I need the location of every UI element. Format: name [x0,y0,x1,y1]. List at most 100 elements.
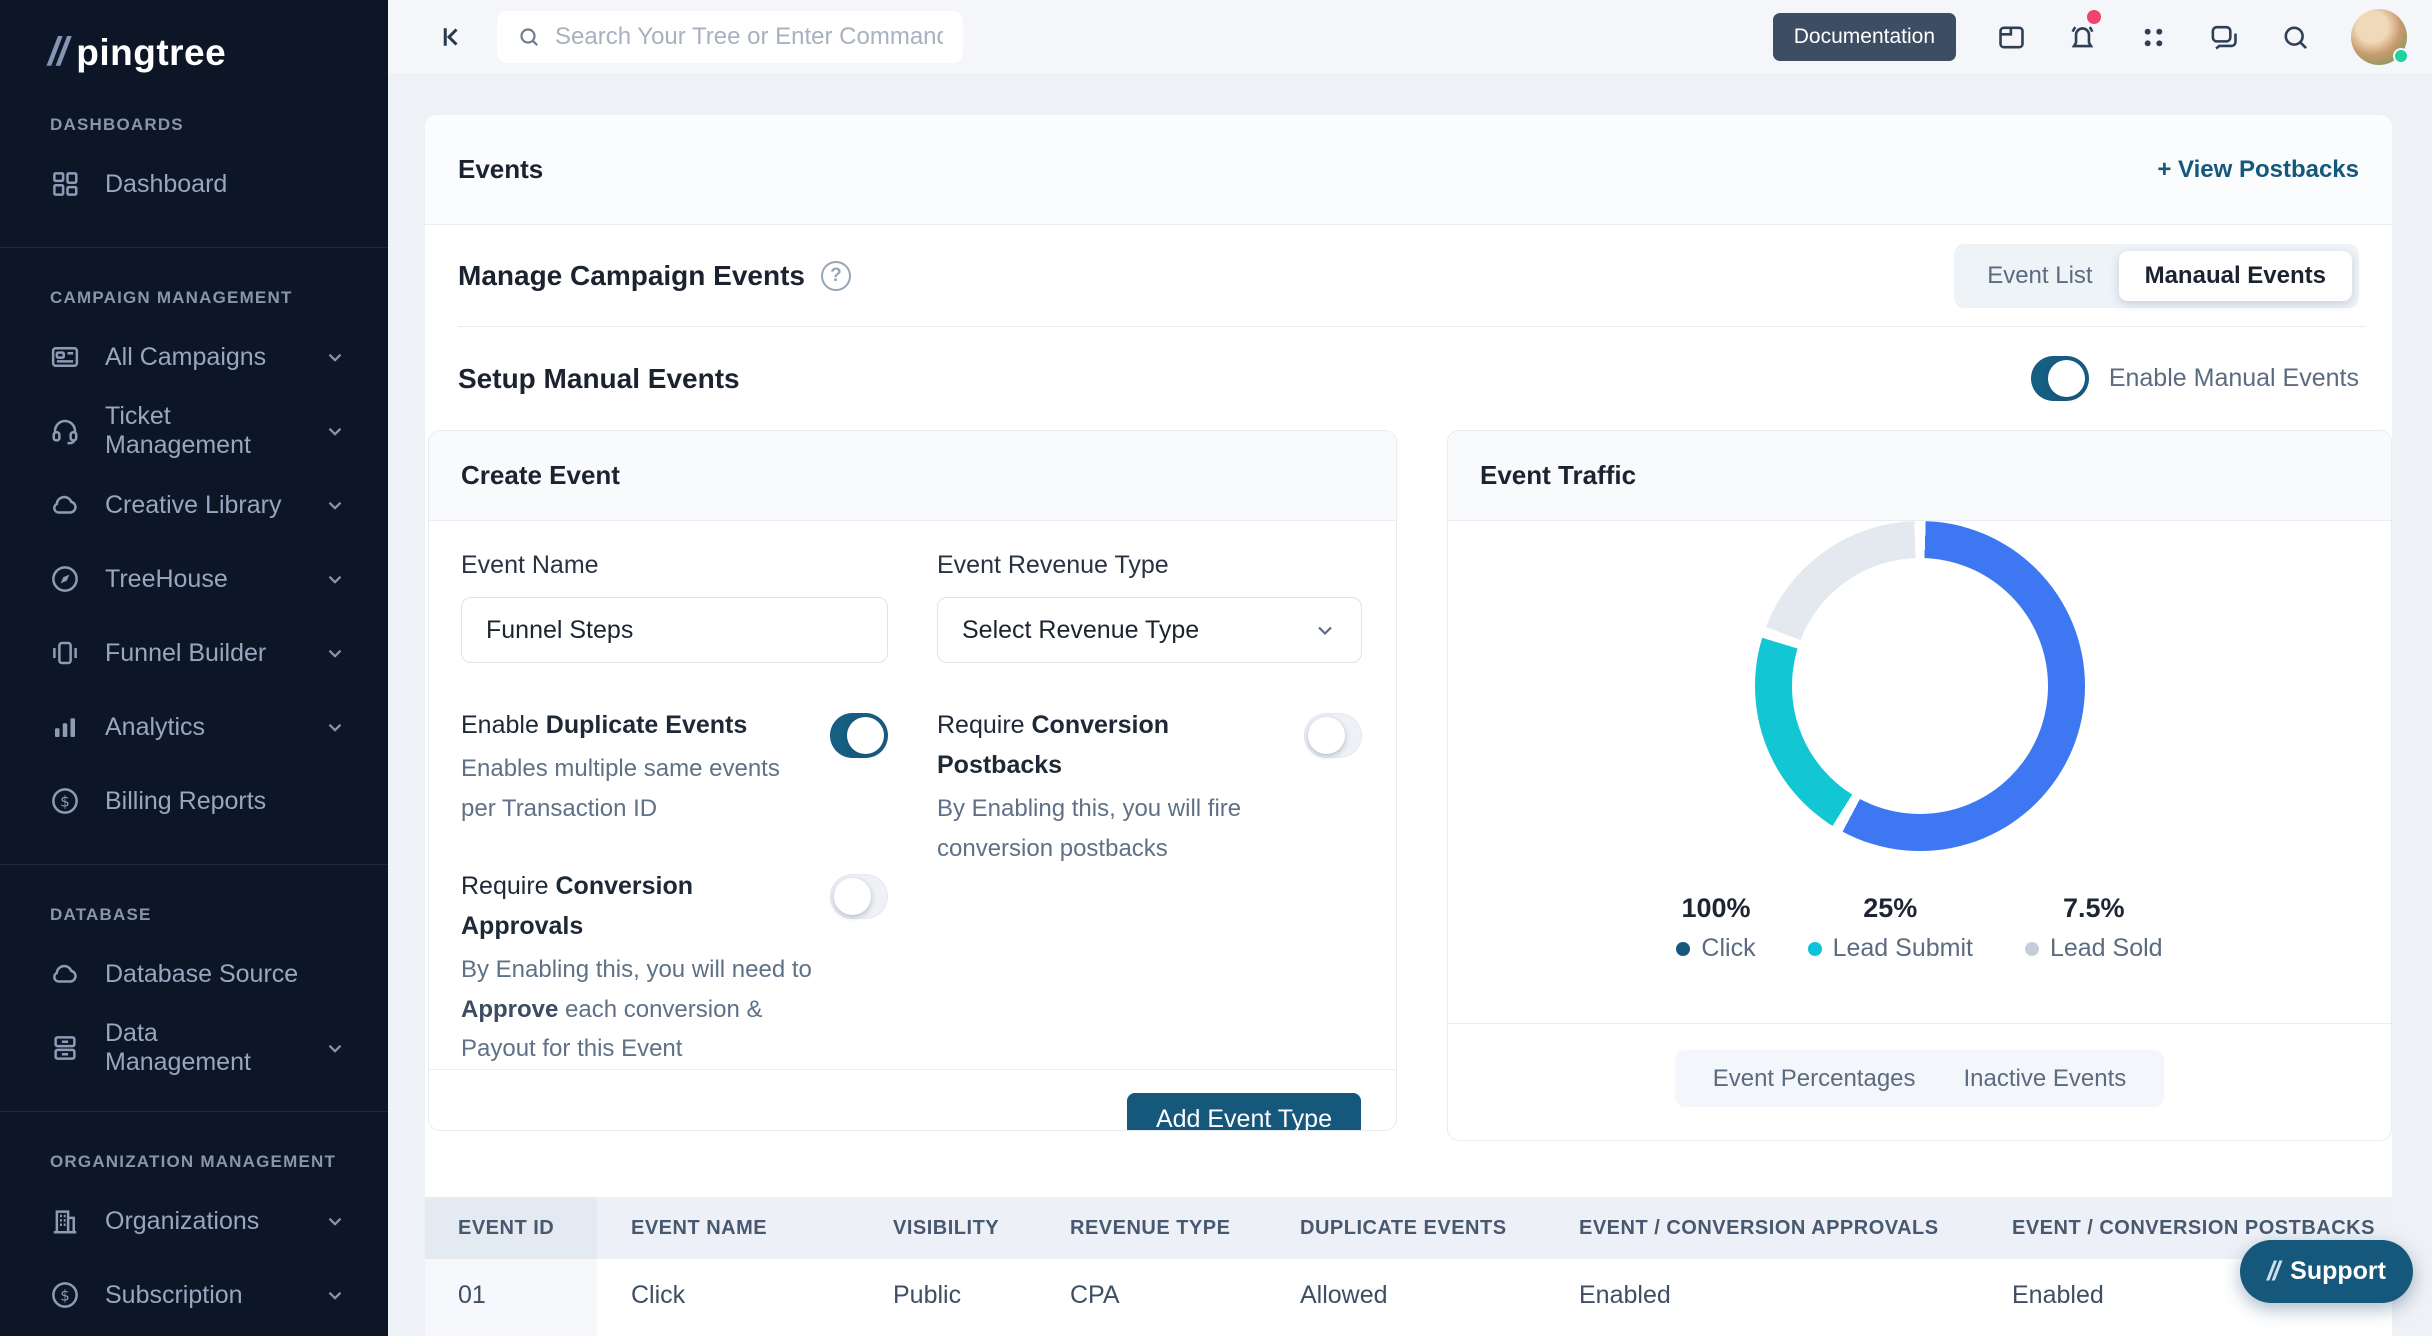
sidebar-item-label: Subscription [105,1281,243,1310]
conversion-approvals-title: Require Conversion Approvals [461,866,817,946]
chevron-down-icon [324,642,346,664]
section-label-database: DATABASE [0,865,388,937]
sidebar-item-label: Funnel Builder [105,639,266,668]
dashboard-grid-icon [50,169,80,199]
event-percentages-button[interactable]: Event Percentages [1713,1065,1916,1093]
sidebar-item-label: Dashboard [105,170,227,199]
event-traffic-donut [1755,521,2085,851]
documentation-button[interactable]: Documentation [1773,13,1956,61]
legend-click-pct: 100% [1676,893,1755,924]
chat-icon[interactable] [2209,22,2240,53]
legend-lead-sold: 7.5% Lead Sold [2025,893,2163,963]
manage-title: Manage Campaign Events [458,260,805,292]
donut-hole [1792,558,2048,814]
support-button[interactable]: // Support [2240,1240,2413,1303]
setup-title: Setup Manual Events [458,363,740,395]
chevron-down-icon [1313,618,1337,642]
event-name-input[interactable] [461,597,888,663]
legend-lead-submit-dot [1808,942,1822,956]
create-event-body: Event Name Event Revenue Type Select Rev… [429,521,1396,1069]
table-row[interactable]: 01 Click Public CPA Allowed Enabled Enab… [425,1259,2392,1336]
event-traffic-footer: Event Percentages Inactive Events [1448,1023,2391,1140]
col-header-event-name: EVENT NAME [597,1197,859,1259]
sidebar-item-label: Ticket Management [105,402,299,460]
sidebar-item-label: Billing Reports [105,787,266,816]
conversion-approvals-setting: Require Conversion Approvals By Enabling… [461,866,888,1069]
conversion-postbacks-toggle[interactable] [1304,713,1362,758]
cloud-icon [50,959,80,989]
chevron-down-icon [324,1284,346,1306]
create-event-card-header: Create Event [429,431,1396,521]
conversion-approvals-description: By Enabling this, you will need to Appro… [461,950,817,1069]
duplicate-events-toggle[interactable] [830,713,888,758]
inactive-events-button[interactable]: Inactive Events [1964,1065,2127,1093]
global-search[interactable] [497,11,963,63]
setup-manual-events-row: Setup Manual Events Enable Manual Events [425,327,2392,430]
dollar-circle-icon: $ [50,1280,80,1310]
add-event-type-button[interactable]: Add Event Type [1127,1093,1361,1131]
events-tab-group: Event List Manaual Events [1954,244,2359,308]
main-content: Events + View Postbacks Manage Campaign … [388,75,2432,1336]
revenue-type-select[interactable]: Select Revenue Type [937,597,1362,663]
cell-duplicate-events: Allowed [1266,1259,1545,1336]
legend-lead-sold-label: Lead Sold [2050,934,2163,963]
sidebar-item-database-source[interactable]: Database Source [0,937,388,1011]
duplicate-events-description: Enables multiple same events per Transac… [461,749,817,828]
help-icon[interactable]: ? [821,261,851,291]
sidebar-item-treehouse[interactable]: TreeHouse [0,542,388,616]
notifications-bell-icon[interactable] [2067,22,2098,53]
revenue-type-label: Event Revenue Type [937,551,1362,580]
sidebar-item-all-campaigns[interactable]: All Campaigns [0,320,388,394]
sidebar-item-billing-reports[interactable]: $ Billing Reports [0,764,388,838]
bar-chart-icon [50,712,80,742]
duplicate-events-setting: Enable Duplicate Events Enables multiple… [461,705,888,828]
topbar-search-icon[interactable] [2280,22,2311,53]
window-icon[interactable] [1996,22,2027,53]
section-label-dashboards: DASHBOARDS [0,75,388,147]
conversion-approvals-toggle[interactable] [830,874,888,919]
sidebar-item-label: Database Source [105,960,298,989]
logo-slashes-icon: // [48,30,66,75]
data-stack-icon [50,1033,80,1063]
chevron-down-icon [324,1210,346,1232]
apps-grid-icon[interactable] [2138,22,2169,53]
legend-lead-submit: 25% Lead Submit [1808,893,1973,963]
events-table: EVENT ID EVENT NAME VISIBILITY REVENUE T… [425,1197,2392,1336]
section-label-campaign-management: CAMPAIGN MANAGEMENT [0,248,388,320]
sidebar-item-label: Analytics [105,713,205,742]
event-traffic-legend: 100% Click 25% Lead Submit [1676,893,2162,963]
sidebar-item-label: Organizations [105,1207,259,1236]
dollar-circle-icon: $ [50,786,80,816]
event-name-label: Event Name [461,551,888,580]
sidebar-item-subscription[interactable]: $ Subscription [0,1258,388,1332]
chevron-down-icon [324,1037,346,1059]
sidebar-item-label: Creative Library [105,491,281,520]
create-event-card: Create Event Event Name Event Revenue Ty… [428,430,1397,1131]
duplicate-events-title: Enable Duplicate Events [461,705,817,745]
legend-click-label: Click [1701,934,1755,963]
conversion-postbacks-setting: Require Conversion Postbacks By Enabling… [937,705,1362,868]
event-traffic-body: 100% Click 25% Lead Submit [1448,521,2391,1023]
sidebar-item-ticket-management[interactable]: Ticket Management [0,394,388,468]
cell-revenue-type: CPA [1036,1259,1266,1336]
enable-manual-events-toggle[interactable] [2031,356,2089,401]
cell-event-id: 01 [425,1259,597,1336]
legend-lead-submit-label: Lead Submit [1833,934,1973,963]
sidebar-item-funnel-builder[interactable]: Funnel Builder [0,616,388,690]
sidebar-item-creative-library[interactable]: Creative Library [0,468,388,542]
user-avatar[interactable] [2351,9,2407,65]
sidebar-collapse-icon[interactable] [439,22,469,52]
search-input[interactable] [555,23,943,51]
svg-text:$: $ [60,1286,70,1304]
sidebar-item-organizations[interactable]: Organizations [0,1184,388,1258]
traffic-footer-buttons: Event Percentages Inactive Events [1675,1050,2165,1107]
view-postbacks-link[interactable]: + View Postbacks [2157,156,2359,184]
tab-event-list[interactable]: Event List [1961,251,2118,301]
manage-campaign-events-row: Manage Campaign Events ? Event List Mana… [425,225,2392,327]
sidebar-item-dashboard[interactable]: Dashboard [0,147,388,221]
sidebar-item-analytics[interactable]: Analytics [0,690,388,764]
sidebar-item-data-management[interactable]: Data Management [0,1011,388,1085]
pingtree-logo[interactable]: // pingtree [0,0,388,75]
legend-lead-sold-pct: 7.5% [2025,893,2163,924]
tab-manual-events[interactable]: Manaual Events [2119,251,2352,301]
